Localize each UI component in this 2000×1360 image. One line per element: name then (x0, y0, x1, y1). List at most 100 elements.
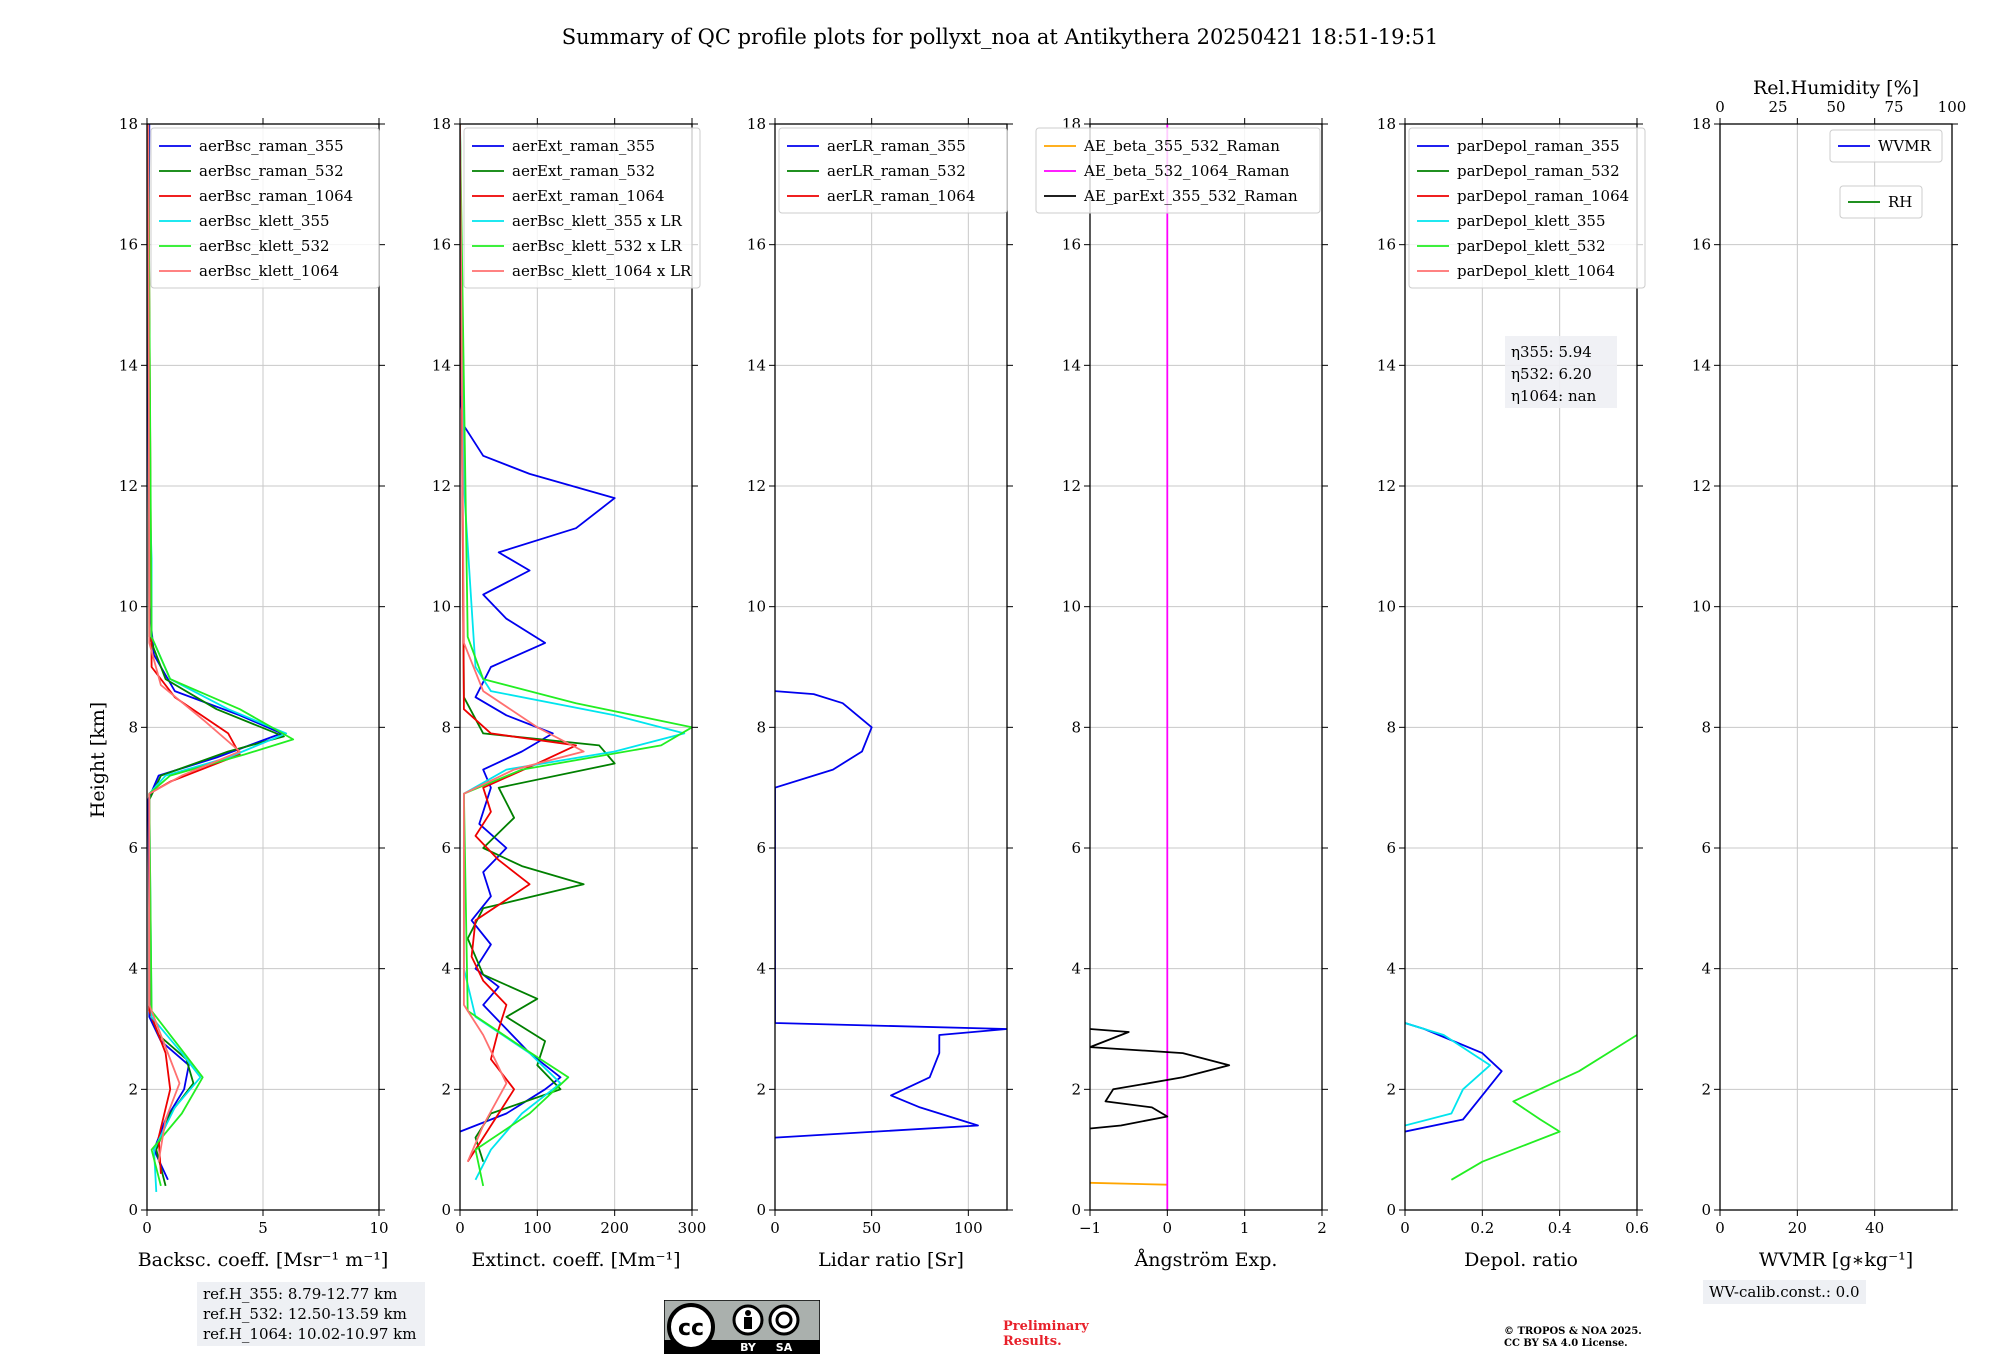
x-tick-label: 300 (678, 1219, 707, 1237)
y-tick-label: 12 (1062, 477, 1081, 495)
y-tick-label: 12 (747, 477, 766, 495)
legend-box (1035, 127, 1321, 214)
x-tick-label: 0 (770, 1219, 780, 1237)
y-tick-label: 0 (128, 1201, 138, 1219)
legend-entry: WVMR (1878, 137, 1932, 155)
y-tick-label: 6 (756, 839, 766, 857)
profile-panel-2: 0 2 4 6 8 10 12 14 16 18 0 100 200 300 Extinct. coeff.… (432, 115, 706, 1271)
y-tick-label: 4 (1071, 960, 1081, 978)
ref-height-355: ref.H_355: 8.79-12.77 km (203, 1285, 398, 1303)
legend-entry: parDepol_raman_1064 (1457, 187, 1629, 205)
reference-height-box: ref.H_355: 8.79-12.77 km ref.H_532: 12.5… (197, 1282, 425, 1346)
y-tick-label: 10 (1692, 598, 1711, 616)
top-axis-tick-label: 50 (1826, 98, 1845, 116)
y-tick-label: 4 (441, 960, 451, 978)
legend-entry: AE_beta_355_532_Raman (1083, 137, 1280, 155)
figure-title: Summary of QC profile plots for pollyxt_… (562, 25, 1439, 49)
y-tick-label: 8 (128, 718, 138, 736)
plot-frame (1719, 123, 1953, 1211)
y-tick-label: 4 (756, 960, 766, 978)
series-line-AE_beta_355_532_Raman (1090, 1181, 1168, 1186)
top-axis-tick-label: 0 (1715, 98, 1725, 116)
profile-panel-3: 0 2 4 6 8 10 12 14 16 18 0 50 100 Lidar ratio [Sr] aer… (747, 115, 1013, 1271)
y-tick-label: 6 (128, 839, 138, 857)
preliminary-note: Preliminary Results. (1003, 1319, 1089, 1349)
x-tick-label: 5 (258, 1219, 268, 1237)
y-tick-label: 6 (1386, 839, 1396, 857)
x-tick-label: 100 (523, 1219, 552, 1237)
y-tick-label: 8 (1701, 718, 1711, 736)
y-tick-label: 6 (1071, 839, 1081, 857)
y-tick-label: 12 (1692, 477, 1711, 495)
legend-entry: aerBsc_klett_1064 x LR (512, 262, 692, 280)
by-label: BY (740, 1341, 757, 1354)
legend-entry: aerBsc_klett_532 x LR (512, 237, 683, 255)
copyright-line-1: © TROPOS & NOA 2025. (1504, 1326, 1642, 1337)
ref-height-532: ref.H_532: 12.50-13.59 km (203, 1305, 407, 1323)
y-tick-label: 10 (432, 598, 451, 616)
y-tick-label: 18 (119, 115, 138, 133)
series-group (1405, 1022, 1637, 1181)
y-tick-label: 18 (432, 115, 451, 133)
y-tick-label: 18 (747, 115, 766, 133)
legend-entry: aerBsc_klett_1064 (199, 262, 339, 280)
x-tick-label: 0 (1715, 1219, 1725, 1237)
y-tick-label: 0 (756, 1201, 766, 1219)
x-tick-label: 2 (1317, 1219, 1327, 1237)
plot-frame (1404, 123, 1638, 1211)
x-axis-label: Extinct. coeff. [Mm⁻¹] (471, 1249, 680, 1271)
y-tick-label: 16 (747, 236, 766, 254)
y-tick-label: 10 (119, 598, 138, 616)
preliminary-line-2: Results. (1003, 1334, 1062, 1349)
plot-frame (459, 123, 693, 1211)
top-axis-tick-label: 25 (1768, 98, 1787, 116)
legend-entry: parDepol_klett_355 (1457, 212, 1606, 230)
x-axis-label: Depol. ratio (1464, 1249, 1578, 1271)
y-tick-label: 18 (1692, 115, 1711, 133)
top-axis-label: Rel.Humidity [%] (1753, 77, 1919, 99)
y-tick-label: 12 (432, 477, 451, 495)
y-tick-label: 4 (1386, 960, 1396, 978)
series-line-aerExt_raman_355 (460, 124, 616, 1133)
legend-box (1829, 129, 1943, 163)
y-tick-label: 16 (1062, 236, 1081, 254)
series-line-aerBsc_klett_532 (147, 124, 295, 1187)
copyright-line-2: CC BY SA 4.0 License. (1504, 1338, 1628, 1349)
y-tick-label: 6 (441, 839, 451, 857)
x-tick-label: 0 (1400, 1219, 1410, 1237)
y-tick-label: 2 (1701, 1080, 1711, 1098)
series-line-aerBsc_klett_1064 x LR (460, 124, 585, 1163)
y-tick-label: 16 (432, 236, 451, 254)
series-group (1090, 124, 1231, 1210)
y-tick-label: 8 (441, 718, 451, 736)
eta-value: η355: 5.94 (1511, 343, 1592, 361)
series-line-aerExt_raman_1064 (460, 124, 577, 1163)
cc-by-sa-badge: cc BY SA (664, 1300, 820, 1354)
series-line-AE_parExt_355_532_Raman (1090, 1028, 1231, 1130)
legend-entry: parDepol_klett_1064 (1457, 262, 1615, 280)
legend-entry: parDepol_raman_355 (1457, 137, 1620, 155)
y-tick-label: 2 (1386, 1080, 1396, 1098)
y-tick-label: 16 (1377, 236, 1396, 254)
plot-frame (1089, 123, 1323, 1211)
cc-icon (667, 1303, 715, 1351)
y-tick-label: 12 (119, 477, 138, 495)
x-tick-label: 50 (862, 1219, 881, 1237)
y-tick-label: 0 (1386, 1201, 1396, 1219)
ref-height-1064: ref.H_1064: 10.02-10.97 km (203, 1325, 417, 1343)
top-axis-tick-label: 75 (1884, 98, 1903, 116)
y-tick-label: 2 (1071, 1080, 1081, 1098)
legend-entry: aerBsc_raman_1064 (199, 187, 353, 205)
y-tick-label: 14 (1377, 356, 1396, 374)
series-group (460, 124, 692, 1187)
series-line-aerExt_raman_532 (460, 124, 616, 1162)
x-axis-label: Lidar ratio [Sr] (818, 1249, 964, 1271)
series-line-aerBsc_klett_355 x LR (460, 124, 686, 1181)
plot-frame (774, 123, 1008, 1211)
y-tick-label: 8 (1386, 718, 1396, 736)
legend-box (1408, 127, 1646, 289)
y-tick-label: 6 (1701, 839, 1711, 857)
eta-value: η1064: nan (1511, 387, 1597, 405)
